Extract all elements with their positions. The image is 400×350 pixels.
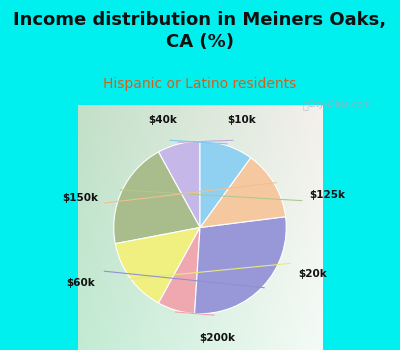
Text: Hispanic or Latino residents: Hispanic or Latino residents [103,77,297,91]
Text: $200k: $200k [200,333,236,343]
Wedge shape [194,217,286,314]
Wedge shape [158,141,200,228]
Text: City-Data.com: City-Data.com [308,100,372,109]
Text: $125k: $125k [310,190,345,200]
Wedge shape [200,141,251,228]
Wedge shape [114,152,200,244]
Text: $40k: $40k [148,115,177,125]
Wedge shape [158,228,200,314]
Text: ⓘ: ⓘ [303,100,309,110]
Text: $150k: $150k [62,193,98,203]
Text: $10k: $10k [227,115,256,125]
Wedge shape [200,158,286,228]
Text: $60k: $60k [66,278,95,288]
Text: Income distribution in Meiners Oaks,
CA (%): Income distribution in Meiners Oaks, CA … [14,10,386,51]
Text: $20k: $20k [298,268,327,279]
Wedge shape [115,228,200,303]
